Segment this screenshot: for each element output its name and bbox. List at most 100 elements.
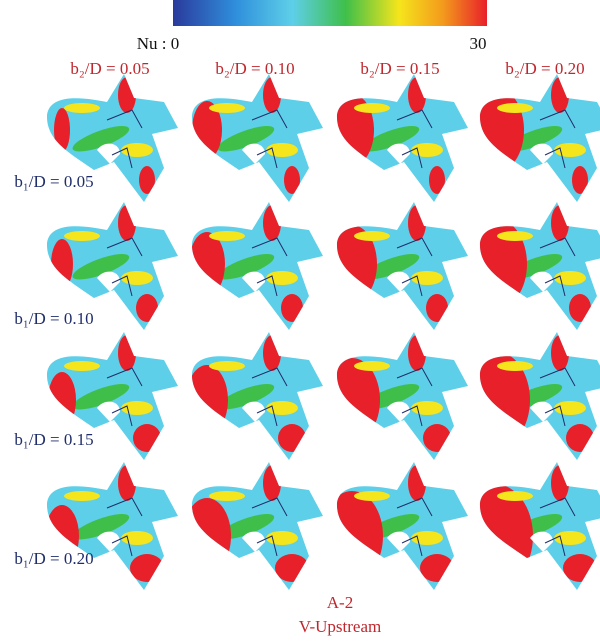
field-blob [72, 384, 130, 410]
field-blob [554, 531, 586, 545]
field-blob [118, 205, 136, 241]
field-blob [284, 166, 300, 194]
column-label: b₂/D = 0.10 [215, 59, 294, 78]
fin-outline [539, 237, 576, 297]
field-blob [191, 365, 228, 435]
hole [387, 143, 410, 164]
field-blob [354, 361, 390, 371]
field-blob [408, 77, 426, 113]
contour-field [191, 332, 323, 460]
field-blob [554, 271, 586, 285]
hole [97, 531, 120, 552]
field-blob [263, 465, 281, 501]
row-label: b₁/D = 0.10 [14, 309, 93, 328]
field-blob [275, 554, 309, 582]
contour-panel [336, 74, 468, 202]
field-blob [118, 77, 136, 113]
hole [387, 531, 410, 552]
hole [387, 401, 410, 422]
hole [242, 401, 265, 422]
caption: A-2 [327, 593, 353, 612]
contour-panel [46, 462, 178, 590]
contour-field [191, 202, 323, 330]
field-blob [209, 491, 245, 501]
fin-outline [396, 109, 433, 169]
hole [97, 271, 120, 292]
column-label: b₂/D = 0.05 [70, 59, 149, 78]
field-blob [479, 218, 527, 310]
contour-field [336, 332, 468, 460]
fin-outline [251, 367, 288, 427]
field-blob [191, 498, 231, 574]
field-blob [408, 205, 426, 241]
hole [97, 401, 120, 422]
field-blob [362, 254, 420, 280]
field-blob [479, 87, 524, 173]
field-blob [429, 166, 445, 194]
field-blob [54, 108, 70, 152]
contour-panel [191, 462, 323, 590]
field-blob [72, 126, 130, 152]
contour-field [336, 462, 468, 590]
field-blob [217, 514, 275, 540]
fin-outline [106, 497, 143, 557]
field-blob [118, 335, 136, 371]
row-label: b₁/D = 0.05 [14, 172, 93, 191]
contour-field [479, 74, 600, 202]
field-blob [263, 335, 281, 371]
hole [530, 271, 553, 292]
column-label: b₂/D = 0.15 [360, 59, 439, 78]
hole [530, 143, 553, 164]
fin-outline [251, 497, 288, 557]
field-blob [191, 232, 225, 296]
contour-field [336, 202, 468, 330]
fin-outline [251, 109, 288, 169]
field-blob [139, 166, 155, 194]
field-blob [281, 294, 303, 322]
contour-panel [191, 74, 323, 202]
column-label: b₂/D = 0.20 [505, 59, 584, 78]
field-blob [217, 384, 275, 410]
contour-panel [336, 202, 468, 330]
fin-outline [539, 497, 576, 557]
panel-grid [46, 74, 600, 590]
field-blob [64, 491, 100, 501]
field-blob [551, 465, 569, 501]
field-blob [420, 554, 454, 582]
hole [242, 271, 265, 292]
contour-panel [336, 462, 468, 590]
field-blob [554, 401, 586, 415]
field-blob [51, 239, 73, 289]
hole [530, 531, 553, 552]
field-blob [497, 231, 533, 241]
fin-outline [106, 237, 143, 297]
hole [387, 271, 410, 292]
contour-panel [191, 202, 323, 330]
field-blob [266, 531, 298, 545]
field-blob [72, 254, 130, 280]
fin-outline [106, 367, 143, 427]
field-blob [209, 103, 245, 113]
field-blob [263, 77, 281, 113]
contour-field [479, 332, 600, 460]
field-blob [118, 465, 136, 501]
field-blob [408, 335, 426, 371]
field-blob [72, 514, 130, 540]
field-blob [64, 103, 100, 113]
field-blob [554, 143, 586, 157]
fin-outline [396, 497, 433, 557]
field-blob [263, 205, 281, 241]
field-blob [336, 491, 383, 581]
field-blob [266, 143, 298, 157]
field-blob [121, 143, 153, 157]
row-label: b₁/D = 0.15 [14, 430, 93, 449]
field-blob [121, 401, 153, 415]
contour-panel [479, 202, 600, 330]
field-blob [497, 491, 533, 501]
field-blob [362, 126, 420, 152]
fin-outline [539, 109, 576, 169]
field-blob [569, 294, 591, 322]
fin-outline [539, 367, 576, 427]
